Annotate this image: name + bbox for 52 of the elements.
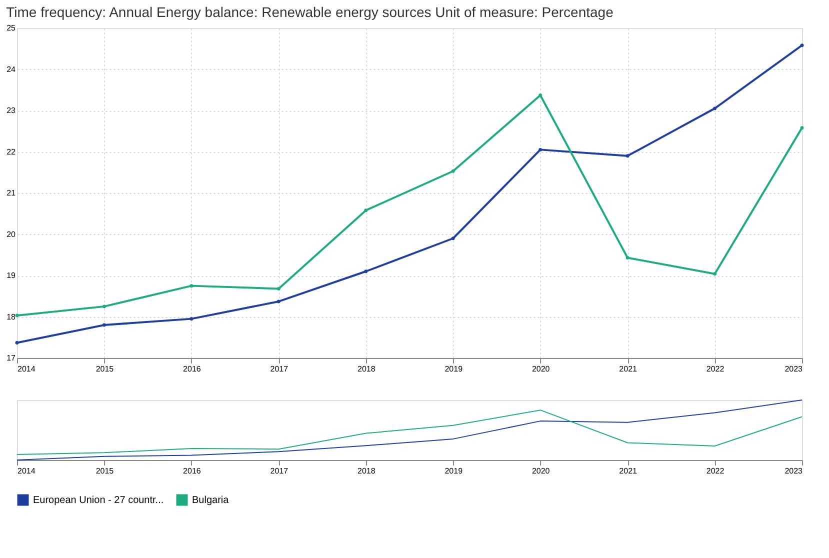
y-tick-label: 25 — [6, 24, 16, 32]
point — [538, 148, 542, 152]
y-tick-label: 20 — [6, 230, 16, 239]
legend-label: European Union - 27 countr... — [33, 495, 164, 506]
point — [190, 284, 194, 288]
x-tick-label: 2021 — [619, 466, 638, 476]
y-tick-label: 22 — [6, 147, 16, 156]
point — [626, 154, 630, 158]
x-tick-label: 2022 — [706, 364, 725, 374]
chart-title: Time frequency: Annual Energy balance: Renewable energy sources Unit of measure: Percentage — [6, 4, 614, 20]
point — [190, 317, 194, 321]
x-tick-label: 2015 — [96, 364, 114, 374]
x-tick-label: 2021 — [619, 364, 638, 374]
point — [276, 286, 280, 290]
x-tick-label: 2015 — [96, 466, 114, 476]
x-tick-label: 2016 — [183, 466, 202, 476]
x-tick-label: 2020 — [532, 466, 550, 476]
y-tick-label: 23 — [6, 106, 16, 115]
point — [713, 272, 717, 276]
point — [800, 126, 804, 130]
point — [538, 94, 542, 97]
point — [102, 304, 106, 308]
x-tick-label: 2014 — [18, 466, 36, 476]
point — [364, 208, 368, 212]
x-tick-label: 2023 — [784, 364, 804, 374]
point — [800, 44, 804, 48]
point — [713, 106, 717, 110]
point — [276, 300, 280, 304]
point — [102, 323, 106, 327]
y-tick-label: 24 — [6, 64, 16, 74]
x-tick-label: 2019 — [444, 466, 464, 476]
x-tick-label: 2018 — [357, 364, 376, 374]
x-tick-label: 2019 — [444, 364, 464, 374]
x-tick-label: 2014 — [18, 364, 36, 374]
x-tick-label: 2022 — [706, 466, 725, 476]
x-tick-label: 2017 — [270, 466, 289, 476]
y-tick-label: 17 — [6, 354, 16, 362]
x-tick-label: 2017 — [270, 364, 289, 374]
x-tick-label: 2023 — [784, 466, 804, 476]
point — [15, 314, 19, 318]
x-tick-label: 2018 — [357, 466, 376, 476]
y-tick-label: 18 — [6, 312, 16, 322]
point — [364, 270, 368, 274]
point — [15, 341, 19, 344]
point — [451, 236, 455, 240]
y-tick-label: 21 — [6, 188, 16, 198]
point — [451, 169, 455, 173]
legend-label: Bulgaria — [192, 495, 230, 506]
y-tick-label: 19 — [6, 271, 16, 280]
point — [626, 256, 630, 260]
x-tick-label: 2020 — [532, 364, 550, 374]
x-tick-label: 2016 — [183, 364, 202, 374]
